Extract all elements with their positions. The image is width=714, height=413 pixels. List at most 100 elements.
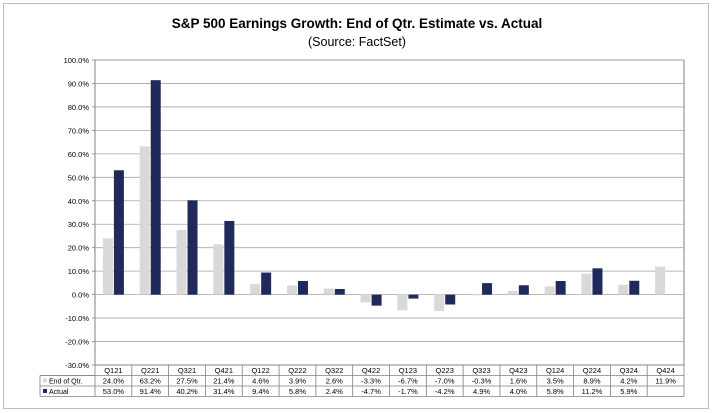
category-label: Q223 [436, 366, 454, 375]
category-label: Q121 [104, 366, 122, 375]
y-tick-label: 70.0% [68, 126, 90, 135]
y-tick-label: 60.0% [68, 150, 90, 159]
data-label: 5.9% [620, 387, 637, 396]
category-label: Q324 [620, 366, 638, 375]
data-label: 5.8% [289, 387, 306, 396]
bar-estimate [213, 244, 224, 295]
bar-actual [518, 285, 529, 295]
bar-estimate [176, 230, 187, 295]
data-label: 3.5% [547, 377, 564, 386]
bar-actual [445, 294, 456, 305]
data-label: 1.6% [510, 377, 527, 386]
bar-actual [592, 268, 603, 295]
bar-estimate [360, 294, 371, 303]
bar-estimate [323, 288, 334, 295]
chart-subtitle: (Source: FactSet) [308, 35, 406, 49]
y-tick-label: 40.0% [68, 197, 90, 206]
data-label: -4.7% [361, 387, 381, 396]
data-label: 8.9% [583, 377, 600, 386]
bar-actual [629, 280, 640, 295]
bar-actual [334, 288, 345, 295]
data-label: 2.4% [326, 387, 343, 396]
legend-label-estimate: End of Qtr. [49, 379, 83, 386]
y-tick-label: -20.0% [65, 338, 89, 347]
category-label: Q323 [472, 366, 490, 375]
data-label: 4.6% [252, 377, 269, 386]
bar-actual [555, 281, 566, 295]
data-label: -1.7% [398, 387, 418, 396]
y-tick-label: -30.0% [65, 361, 89, 370]
data-label: 11.2% [582, 387, 603, 396]
bar-estimate [507, 290, 518, 295]
data-label: -6.7% [398, 377, 418, 386]
bar-estimate [544, 286, 555, 295]
bar-estimate [250, 283, 261, 295]
y-tick-label: 20.0% [68, 244, 90, 253]
data-label: 91.4% [140, 387, 162, 396]
bar-estimate [102, 238, 113, 295]
data-label: 3.9% [289, 377, 306, 386]
category-label: Q322 [325, 366, 343, 375]
data-label: -4.2% [435, 387, 455, 396]
y-tick-label: 80.0% [68, 103, 90, 112]
data-label: 27.5% [176, 377, 198, 386]
bar-actual [297, 281, 308, 295]
y-tick-label: 10.0% [68, 267, 90, 276]
data-label: 4.0% [510, 387, 527, 396]
category-label: Q423 [509, 366, 527, 375]
y-tick-label: 90.0% [68, 79, 90, 88]
category-label: Q123 [399, 366, 417, 375]
bar-actual [187, 200, 198, 295]
data-label: -0.3% [472, 377, 492, 386]
category-label: Q122 [251, 366, 269, 375]
bar-actual [408, 294, 419, 299]
y-tick-label: -10.0% [65, 314, 89, 323]
data-label: 2.6% [326, 377, 343, 386]
y-tick-label: 0.0% [72, 291, 89, 300]
legend-key-estimate [43, 378, 47, 383]
y-tick-label: 30.0% [68, 220, 90, 229]
bar-estimate [471, 294, 482, 296]
legend-key-actual [43, 389, 47, 393]
category-label: Q424 [656, 366, 674, 375]
category-label: Q422 [362, 366, 380, 375]
data-label: 31.4% [213, 387, 235, 396]
bar-estimate [286, 285, 297, 295]
bar-actual [113, 170, 124, 295]
bar-actual [482, 283, 493, 295]
data-label: 11.9% [655, 377, 676, 386]
data-label: 24.0% [103, 377, 125, 386]
data-label: 5.8% [547, 387, 564, 396]
category-label: Q221 [141, 366, 159, 375]
data-label: 9.4% [252, 387, 269, 396]
category-label: Q421 [215, 366, 233, 375]
chart-title: S&P 500 Earnings Growth: End of Qtr. Est… [171, 16, 543, 31]
plot-area [94, 59, 685, 366]
category-label: Q224 [583, 366, 601, 375]
bar-actual [150, 80, 161, 295]
bar-estimate [397, 294, 408, 311]
bar-estimate [655, 266, 666, 295]
bar-actual [371, 294, 382, 306]
bar-actual [261, 272, 272, 295]
legend-label-actual: Actual [49, 389, 69, 396]
y-tick-label: 100.0% [64, 56, 90, 65]
data-label: 53.0% [103, 387, 125, 396]
bar-estimate [139, 146, 150, 295]
category-label: Q222 [288, 366, 306, 375]
data-label: 40.2% [176, 387, 198, 396]
data-label: 21.4% [213, 377, 235, 386]
data-label: -3.3% [361, 377, 381, 386]
bar-estimate [434, 294, 445, 312]
data-label: -7.0% [435, 377, 455, 386]
data-label: 4.9% [473, 387, 490, 396]
y-tick-label: 50.0% [68, 173, 90, 182]
category-label: Q124 [546, 366, 564, 375]
data-label: 63.2% [140, 377, 162, 386]
data-label: 4.2% [620, 377, 637, 386]
bar-estimate [618, 284, 629, 295]
bar-estimate [581, 273, 592, 295]
category-label: Q321 [178, 366, 196, 375]
bar-actual [224, 220, 235, 295]
